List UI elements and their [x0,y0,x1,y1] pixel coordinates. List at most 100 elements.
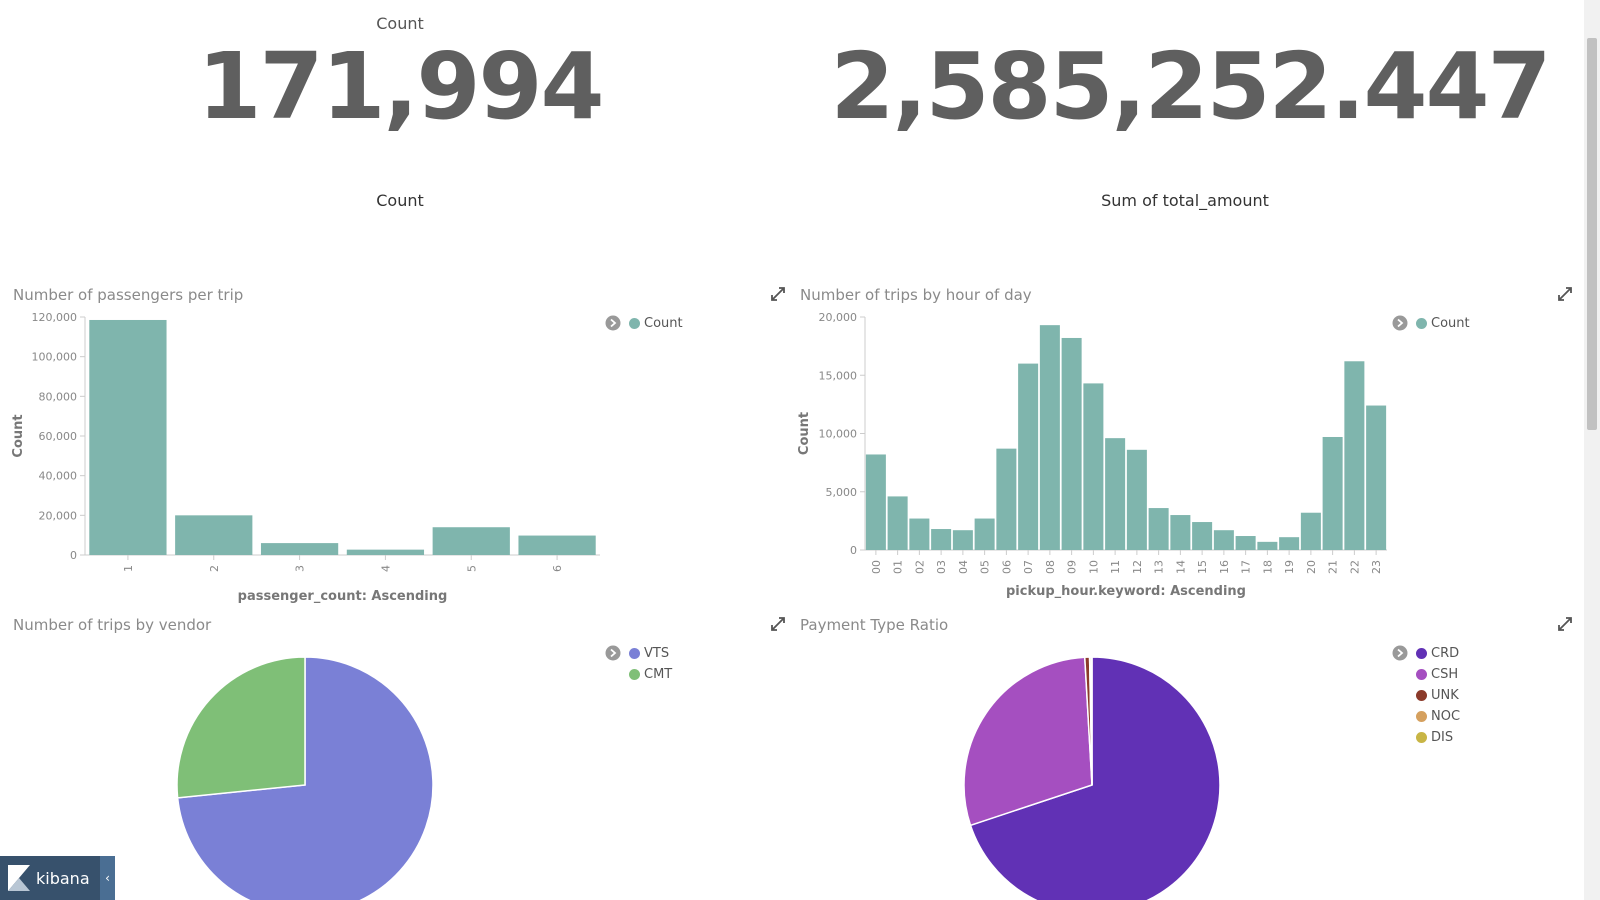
metric-count-top-label: Count [376,14,424,33]
bar-06 [996,448,1017,550]
x-tick-label: 05 [979,560,992,574]
x-tick-label: 1 [122,565,135,572]
legend-item-noc[interactable]: NOC [1416,706,1460,727]
x-tick-label: 14 [1174,560,1187,574]
y-tick-label: 5,000 [826,486,858,499]
y-tick-label: 120,000 [32,311,78,324]
pie-slice-dis [1090,656,1093,786]
x-tick-label: 07 [1022,560,1035,574]
legend-dot [629,669,640,680]
y-axis-label: Count [11,414,26,457]
bar-11 [1105,438,1126,550]
legend-item-count[interactable]: Count [1416,313,1470,334]
bar-19 [1279,537,1300,550]
legend-dot [1416,690,1427,701]
x-tick-label: 09 [1066,560,1079,574]
bar-00 [865,454,886,550]
bar-05 [974,518,995,550]
metric-count-value: 171,994 [197,33,604,140]
panel-title-payment: Payment Type Ratio [800,616,949,634]
legend-item-unk[interactable]: UNK [1416,685,1460,706]
legend-payment: CRD CSH UNK NOC DIS [1392,643,1460,748]
x-tick-label: 04 [957,560,970,574]
x-tick-label: 22 [1348,560,1361,574]
x-tick-label: 00 [870,560,883,574]
legend-toggle-icon[interactable] [1392,645,1408,661]
bar-04 [952,530,973,550]
legend-dot [1416,648,1427,659]
bar-02 [909,518,930,550]
legend-item-cmt[interactable]: CMT [629,664,672,685]
metric-sum-bottom-label: Sum of total_amount [1101,191,1269,210]
x-tick-label: 6 [551,565,564,572]
bar-20 [1300,512,1321,550]
bar-12 [1126,449,1147,550]
kibana-brand-text: kibana [36,868,90,888]
bar-16 [1213,530,1234,550]
x-tick-label: 20 [1305,560,1318,574]
bar-18 [1257,541,1278,550]
legend-dot [1416,318,1427,329]
bar-14 [1170,515,1191,550]
x-tick-label: 23 [1370,560,1383,574]
y-tick-label: 15,000 [819,369,858,382]
metric-sum-value: 2,585,252.447 [830,33,1552,140]
panel-title-hours: Number of trips by hour of day [800,286,1032,304]
expand-icon[interactable] [1557,286,1573,302]
legend-toggle-icon[interactable] [605,315,621,331]
x-tick-label: 11 [1109,560,1122,574]
y-tick-label: 10,000 [819,428,858,441]
legend-item-count[interactable]: Count [629,313,683,334]
bar-17 [1235,536,1256,550]
bar-13 [1148,508,1169,550]
legend-dot [1416,732,1427,743]
bar-10 [1083,383,1104,550]
pie-slice-cmt [176,656,306,799]
y-tick-label: 40,000 [39,470,78,483]
legend-item-crd[interactable]: CRD [1416,643,1460,664]
kibana-badge[interactable]: kibana ‹ [0,856,115,900]
panel-title-vendor: Number of trips by vendor [13,616,212,634]
expand-icon[interactable] [770,616,786,632]
x-tick-label: 21 [1327,560,1340,574]
legend-toggle-icon[interactable] [1392,315,1408,331]
y-tick-label: 0 [850,544,857,557]
x-tick-label: 3 [294,565,307,572]
legend-item-vts[interactable]: VTS [629,643,672,664]
legend-label: CMT [644,667,673,682]
pie-slice-csh [963,656,1093,827]
x-tick-label: 2 [208,565,221,572]
legend-label: CRD [1431,646,1460,661]
bar-3 [260,543,339,555]
legend-dot [1416,669,1427,680]
bar-07 [1018,363,1039,550]
y-tick-label: 80,000 [39,390,78,403]
scrollbar-thumb[interactable] [1587,38,1597,430]
legend-label: Count [644,316,683,331]
legend-toggle-icon[interactable] [605,645,621,661]
legend-label: Count [1431,316,1470,331]
x-axis-label: pickup_hour.keyword: Ascending [1006,584,1246,599]
y-tick-label: 60,000 [39,430,78,443]
y-tick-label: 100,000 [32,351,78,364]
expand-icon[interactable] [770,286,786,302]
x-tick-label: 15 [1196,560,1209,574]
chevron-left-icon[interactable]: ‹ [100,856,115,900]
bar-22 [1344,361,1365,550]
x-tick-label: 13 [1153,560,1166,574]
x-tick-label: 12 [1131,560,1144,574]
legend-item-dis[interactable]: DIS [1416,727,1460,748]
pie-slice-crd [969,656,1221,900]
y-tick-label: 0 [70,549,77,562]
legend-hours: Count [1392,313,1470,334]
panel-title-passengers: Number of passengers per trip [13,286,244,304]
bar-5 [432,527,510,555]
legend-label: NOC [1431,709,1461,724]
x-tick-label: 01 [892,560,905,574]
legend-item-csh[interactable]: CSH [1416,664,1460,685]
legend-label: DIS [1431,730,1454,745]
legend-dot [1416,711,1427,722]
bar-09 [1061,337,1082,550]
expand-icon[interactable] [1557,616,1573,632]
vertical-scrollbar[interactable] [1584,0,1600,900]
